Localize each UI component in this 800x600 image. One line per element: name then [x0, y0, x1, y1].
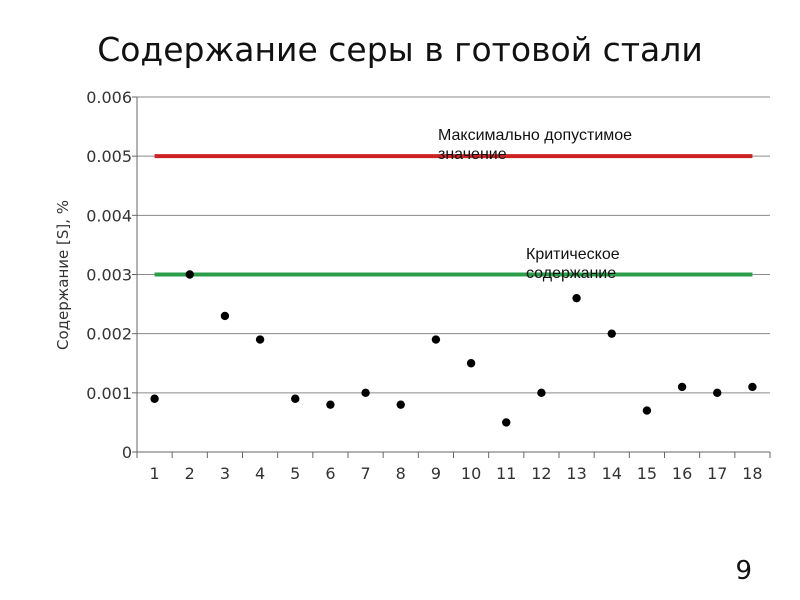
- x-tick-label-14: 14: [602, 464, 622, 483]
- x-tick-label-5: 5: [290, 464, 300, 483]
- data-point-6: [326, 400, 335, 409]
- data-points: [150, 270, 757, 427]
- y-tick-label-2: 0.002: [86, 325, 132, 344]
- data-point-8: [396, 400, 405, 409]
- data-point-1: [150, 394, 159, 403]
- x-tick-label-13: 13: [566, 464, 586, 483]
- y-tick-label-3: 0.003: [86, 266, 132, 285]
- data-point-16: [677, 382, 687, 392]
- data-point-15: [642, 406, 652, 415]
- reference-label-0-line-0: Максимально допустимое: [438, 127, 632, 144]
- axes: [132, 96, 771, 458]
- reference-label-1-line-0: Критическое: [526, 246, 620, 263]
- data-point-14: [607, 329, 616, 338]
- y-axis-label: Содержание [S], %: [54, 200, 72, 350]
- data-point-18: [748, 382, 757, 392]
- x-tick-label-1: 1: [149, 464, 159, 483]
- x-tick-label-16: 16: [672, 464, 692, 483]
- x-tick-label-2: 2: [185, 464, 195, 483]
- x-tick-label-8: 8: [396, 464, 406, 483]
- data-point-12: [537, 388, 546, 398]
- x-tick-label-7: 7: [360, 464, 370, 483]
- y-tick-label-4: 0.004: [86, 206, 132, 225]
- annotations: Максимально допустимое значение Критическо…: [438, 127, 632, 282]
- y-tick-labels: 0 0.001 0.002 0.003 0.004 0.005 0.006: [86, 88, 132, 462]
- x-tick-label-10: 10: [461, 464, 481, 483]
- data-point-13: [572, 293, 581, 303]
- y-tick-label-1: 0.001: [86, 384, 132, 403]
- data-point-2: [185, 270, 194, 279]
- data-point-9: [431, 335, 441, 344]
- x-tick-label-9: 9: [431, 464, 441, 483]
- page-number: 9: [735, 556, 752, 586]
- reference-lines: [154, 154, 753, 277]
- data-point-11: [502, 418, 511, 427]
- y-tick-label-5: 0.005: [86, 147, 132, 166]
- x-tick-label-6: 6: [325, 464, 335, 483]
- reference-label-0-line-1: значение: [438, 146, 507, 163]
- data-point-7: [361, 388, 370, 398]
- x-tick-label-12: 12: [531, 464, 551, 483]
- data-point-10: [466, 359, 476, 368]
- data-point-4: [255, 335, 265, 344]
- x-tick-label-17: 17: [707, 464, 727, 483]
- reference-label-1-line-1: содержание: [526, 265, 616, 282]
- x-tick-label-15: 15: [637, 464, 657, 483]
- x-tick-label-11: 11: [496, 464, 516, 483]
- x-tick-label-4: 4: [255, 464, 265, 483]
- slide-title: Содержание серы в готовой стали: [97, 30, 703, 69]
- data-point-17: [713, 388, 722, 398]
- y-tick-label-6: 0.006: [86, 88, 132, 107]
- data-point-5: [291, 394, 300, 403]
- x-tick-label-18: 18: [742, 464, 762, 483]
- x-tick-label-3: 3: [220, 464, 230, 483]
- x-tick-labels: 1 2 3 4 5 6 7 8 9 10 11 12 13 14 15 16 17 18: [149, 464, 762, 483]
- data-point-3: [220, 311, 230, 321]
- y-tick-label-0: 0: [122, 443, 132, 462]
